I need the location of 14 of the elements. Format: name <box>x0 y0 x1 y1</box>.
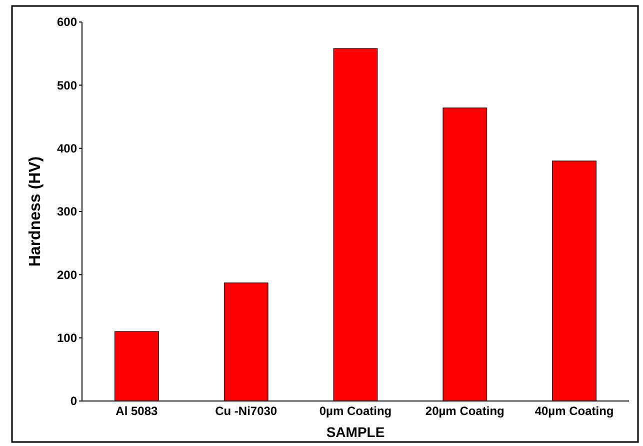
x-tick-label: 40µm Coating <box>534 404 614 418</box>
y-tick-label: 500 <box>56 78 78 92</box>
y-axis-title: Hardness (HV) <box>27 156 44 267</box>
y-tick-label: 300 <box>56 204 78 219</box>
y-tick-label: 100 <box>56 331 78 346</box>
y-tick-label: 400 <box>56 142 78 156</box>
y-tick-label: 200 <box>56 268 78 282</box>
x-axis-title: SAMPLE <box>326 424 385 440</box>
x-tick-label: 0µm Coating <box>319 404 392 418</box>
x-tick-label: 20µm Coating <box>425 404 504 418</box>
x-tick-label: Al 5083 <box>116 404 158 418</box>
y-tick-label: 600 <box>56 15 78 30</box>
x-tick-label: Cu -Ni7030 <box>215 404 278 418</box>
y-tick-label: 0 <box>70 394 78 408</box>
